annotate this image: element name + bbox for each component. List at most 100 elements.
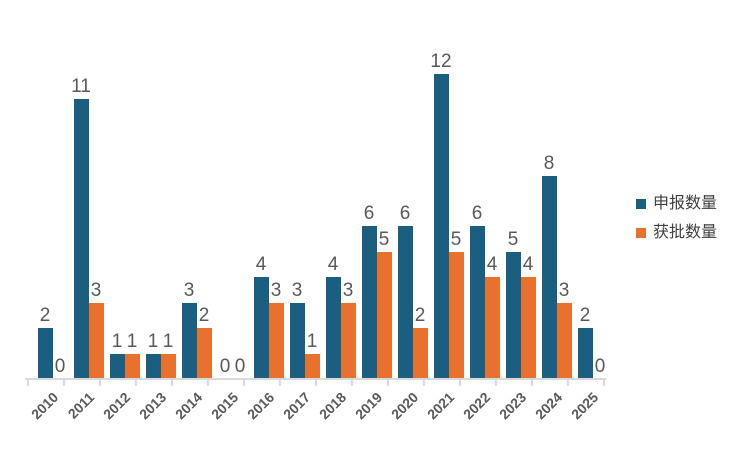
x-axis-label-2019: 2019: [351, 389, 386, 423]
x-axis-label-2021: 2021: [423, 389, 458, 423]
legend-label-approvals: 获批数量: [653, 224, 718, 241]
bar-申报数量-2025: 2: [577, 306, 593, 379]
bar-获批数量-2020: 2: [412, 306, 428, 379]
x-axis-tick: [495, 378, 497, 386]
bar-获批数量-2013: 1: [160, 332, 176, 379]
bar-获批数量-2016: 3: [268, 281, 284, 379]
x-axis-label-2018: 2018: [315, 389, 350, 423]
bar-获批数量-2023: 4: [520, 255, 536, 379]
x-axis-line: [25, 378, 606, 380]
bar-group-2011: 11 3: [63, 64, 104, 379]
legend: 申报数量 获批数量: [636, 196, 717, 254]
legend-swatch-blue: [636, 199, 646, 209]
x-axis-tick: [135, 378, 137, 386]
x-axis-label-2011: 2011: [64, 389, 98, 422]
bar-获批数量-2021: 5: [448, 230, 464, 379]
value-label: 12: [430, 51, 452, 72]
value-label: 2: [414, 305, 426, 326]
x-axis-label-2020: 2020: [387, 389, 422, 423]
value-label: 8: [543, 153, 555, 174]
x-axis-tick: [459, 378, 461, 386]
x-axis-label-2025: 2025: [567, 389, 602, 423]
value-label: 5: [450, 229, 462, 250]
bar-获批数量-2019: 5: [376, 230, 392, 379]
value-label: 4: [522, 254, 534, 275]
value-label: 2: [39, 305, 51, 326]
x-axis-tick: [279, 378, 281, 386]
x-axis-tick: [315, 378, 317, 386]
x-axis-label-2010: 2010: [27, 389, 62, 423]
value-label: 3: [270, 280, 282, 301]
legend-swatch-orange: [636, 228, 646, 238]
value-label: 1: [126, 331, 138, 352]
value-label: 3: [342, 280, 354, 301]
value-label: 4: [327, 254, 339, 275]
x-axis-label-2015: 2015: [207, 389, 242, 423]
bar-申报数量-2017: 3: [289, 281, 305, 379]
x-axis-label-2022: 2022: [459, 389, 494, 423]
x-axis-tick: [603, 378, 605, 386]
x-axis-label-2017: 2017: [279, 389, 314, 423]
bar-获批数量-2014: 2: [196, 306, 212, 379]
bar-申报数量-2011: 11: [71, 77, 91, 379]
bar-获批数量-2011: 3: [88, 281, 104, 379]
bar-申报数量-2024: 8: [541, 154, 557, 379]
x-axis-tick: [63, 378, 65, 386]
value-label: 0: [219, 356, 231, 377]
value-label: 2: [198, 305, 210, 326]
bar-申报数量-2012: 1: [109, 332, 125, 379]
bar-获批数量-2018: 3: [340, 281, 356, 379]
x-axis-tick: [567, 378, 569, 386]
value-label: 2: [579, 305, 591, 326]
legend-label-applications: 申报数量: [653, 195, 718, 212]
bar-获批数量-2024: 3: [556, 281, 572, 379]
x-axis-label-2016: 2016: [243, 389, 278, 423]
x-axis-tick: [243, 378, 245, 386]
value-label: 6: [471, 203, 483, 224]
bar-获批数量-2022: 4: [484, 255, 500, 379]
x-axis-label-2013: 2013: [135, 389, 170, 423]
legend-item-approvals: 获批数量: [636, 225, 717, 241]
value-label: 3: [291, 280, 303, 301]
x-axis-tick: [387, 378, 389, 386]
x-axis-tick: [27, 378, 29, 386]
value-label: 1: [162, 331, 174, 352]
bar-申报数量-2014: 3: [181, 281, 197, 379]
x-axis-tick: [171, 378, 173, 386]
bar-申报数量-2016: 4: [253, 255, 269, 379]
value-label: 4: [255, 254, 267, 275]
value-label: 1: [111, 331, 123, 352]
x-axis-label-2012: 2012: [99, 389, 134, 423]
bar-申报数量-2018: 4: [325, 255, 341, 379]
value-label: 6: [363, 203, 375, 224]
bar-获批数量-2012: 1: [124, 332, 140, 379]
x-axis-label-2023: 2023: [495, 389, 530, 423]
bar-获批数量-2017: 1: [304, 332, 320, 379]
value-label: 0: [54, 356, 66, 377]
value-label: 5: [378, 229, 390, 250]
x-axis-tick: [423, 378, 425, 386]
value-label: 4: [486, 254, 498, 275]
value-label: 3: [183, 280, 195, 301]
bar-申报数量-2023: 5: [505, 230, 521, 379]
x-axis-tick: [351, 378, 353, 386]
x-axis-tick: [207, 378, 209, 386]
bar-申报数量-2010: 2: [37, 306, 53, 379]
value-label: 0: [594, 356, 606, 377]
value-label: 11: [71, 76, 91, 97]
legend-item-applications: 申报数量: [636, 196, 717, 212]
bar-申报数量-2020: 6: [397, 204, 413, 379]
